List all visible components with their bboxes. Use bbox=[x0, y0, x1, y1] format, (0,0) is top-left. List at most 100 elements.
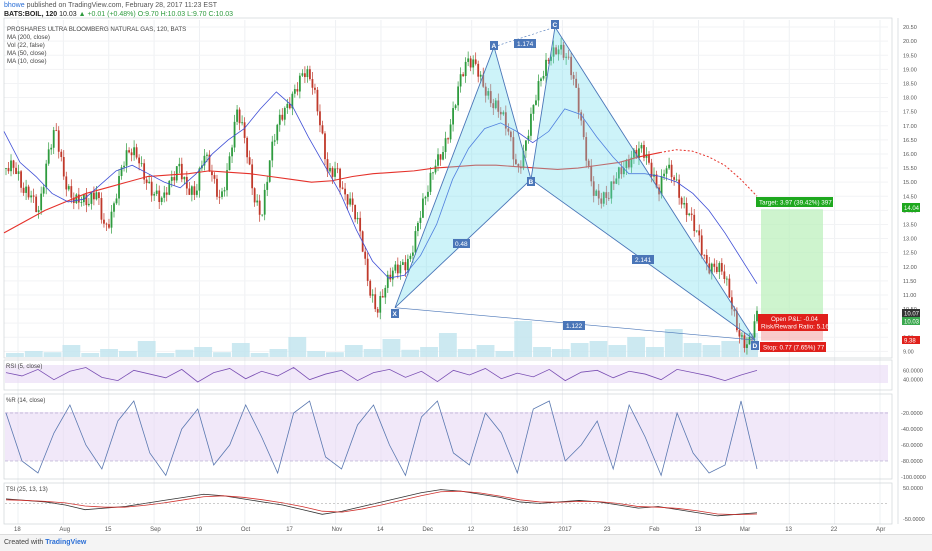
x-tick-label: 2017 bbox=[558, 527, 572, 533]
candle-body bbox=[376, 309, 379, 313]
candle-body bbox=[434, 165, 437, 173]
candle-body bbox=[587, 160, 590, 166]
price-tick-label: 19.00 bbox=[903, 67, 917, 73]
candle-body bbox=[590, 165, 593, 182]
candle-body bbox=[462, 74, 465, 77]
candle-body bbox=[271, 141, 274, 161]
candle-body bbox=[42, 187, 45, 194]
candle-body bbox=[67, 186, 70, 190]
candle-body bbox=[228, 156, 231, 171]
volume-bar bbox=[344, 345, 363, 357]
candle-body bbox=[178, 163, 181, 167]
candle-body bbox=[417, 222, 419, 232]
candle-body bbox=[427, 191, 429, 197]
candle-body bbox=[266, 181, 269, 190]
candle-body bbox=[326, 159, 329, 172]
x-tick-label: 23 bbox=[604, 527, 611, 533]
volume-bar bbox=[608, 345, 627, 357]
candle-body bbox=[226, 170, 228, 191]
candle-body bbox=[565, 56, 568, 58]
volume-bar bbox=[363, 349, 382, 357]
candle-body bbox=[208, 154, 211, 172]
price-change: ▲ +0.01 (+0.48%) bbox=[78, 11, 136, 18]
author-link[interactable]: bhowe bbox=[4, 2, 25, 9]
candle-body bbox=[492, 103, 495, 109]
candle-body bbox=[396, 264, 399, 274]
tradingview-logo[interactable]: TradingView bbox=[45, 539, 87, 546]
candle-body bbox=[612, 181, 615, 184]
ratio-mid: 2.141 bbox=[635, 257, 652, 264]
candle-body bbox=[630, 157, 633, 168]
candle-body bbox=[35, 196, 38, 212]
candle-body bbox=[665, 168, 668, 174]
ma200-projection bbox=[659, 149, 758, 197]
candle-body bbox=[389, 274, 392, 280]
candle-body bbox=[216, 178, 218, 197]
pane-frame bbox=[3, 393, 893, 480]
candle-body bbox=[384, 287, 387, 298]
candle-body bbox=[278, 114, 281, 125]
candle-body bbox=[165, 192, 168, 195]
harmonic-pattern[interactable] bbox=[394, 25, 756, 341]
candle-body bbox=[188, 188, 191, 195]
rsi-band bbox=[5, 365, 888, 383]
candle-body bbox=[256, 200, 259, 203]
volume-bar bbox=[664, 329, 683, 357]
volume-bar bbox=[100, 349, 118, 357]
tsi-axis-label: -50.0000 bbox=[903, 517, 925, 523]
candle-body bbox=[535, 100, 537, 105]
candle-body bbox=[411, 252, 414, 256]
candle-body bbox=[622, 168, 625, 175]
candle-body bbox=[193, 186, 196, 195]
candle-body bbox=[183, 176, 186, 180]
candle-body bbox=[570, 56, 573, 76]
price-tick-label: 16.50 bbox=[903, 138, 917, 144]
candle-body bbox=[414, 231, 417, 253]
candle-body bbox=[65, 176, 68, 190]
candle-body bbox=[497, 100, 500, 112]
pane-frame bbox=[3, 482, 893, 525]
target-zone bbox=[761, 209, 823, 323]
candle-body bbox=[550, 56, 552, 61]
candle-body bbox=[98, 192, 100, 199]
tsi-axis-label: 50.0000 bbox=[903, 486, 923, 492]
candle-body bbox=[316, 89, 319, 112]
candle-body bbox=[477, 63, 480, 77]
candle-body bbox=[341, 187, 344, 189]
candle-body bbox=[223, 190, 226, 192]
candle-body bbox=[113, 203, 115, 212]
candle-body bbox=[115, 198, 118, 204]
candle-body bbox=[592, 181, 595, 196]
candle-body bbox=[243, 122, 246, 138]
candle-body bbox=[444, 138, 447, 153]
pane-frame bbox=[3, 359, 893, 391]
candle-body bbox=[379, 296, 382, 313]
candle-body bbox=[607, 197, 610, 199]
candle-body bbox=[125, 150, 128, 166]
pane-borders bbox=[3, 17, 899, 525]
legend-title: PROSHARES ULTRA BLOOMBERG NATURAL GAS, 1… bbox=[7, 26, 186, 33]
candle-body bbox=[688, 213, 691, 216]
x-tick-label: 12 bbox=[468, 527, 475, 533]
created-with: Created with bbox=[4, 539, 44, 546]
pattern-ac-line bbox=[493, 26, 556, 48]
candle-body bbox=[261, 214, 264, 216]
candle-body bbox=[206, 154, 208, 156]
volume-bars bbox=[6, 321, 758, 357]
indicator-panes bbox=[5, 365, 888, 517]
candle-body bbox=[452, 108, 454, 125]
candle-body bbox=[221, 191, 223, 197]
candle-body bbox=[743, 335, 746, 348]
candle-body bbox=[429, 172, 432, 192]
candle-body bbox=[303, 73, 306, 78]
candle-body bbox=[381, 296, 384, 298]
chart-canvas[interactable]: 18 Aug 15 Sep 19 Oct 17 Nov 14 Dec 12 16:30 2017 23 Fe… bbox=[0, 0, 932, 534]
price-tick-label: 11.50 bbox=[903, 279, 916, 285]
volume-bar bbox=[326, 352, 344, 357]
candle-body bbox=[442, 152, 444, 160]
volume-bar bbox=[24, 351, 43, 357]
candle-body bbox=[643, 145, 645, 158]
candle-body bbox=[211, 171, 213, 176]
footer: Created with TradingView bbox=[0, 534, 932, 551]
candle-body bbox=[40, 193, 43, 211]
